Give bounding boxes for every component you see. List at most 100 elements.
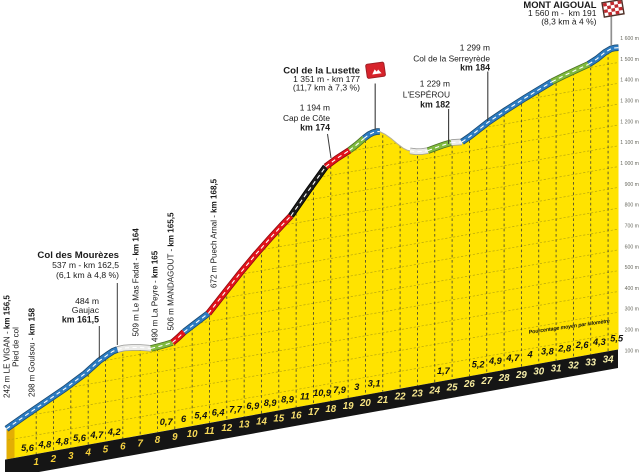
svg-text:11: 11 <box>204 426 214 437</box>
svg-text:4,3: 4,3 <box>592 337 606 347</box>
svg-text:500 m: 500 m <box>625 265 639 271</box>
svg-text:Col de la Lusette: Col de la Lusette <box>283 65 360 76</box>
svg-text:1 100 m: 1 100 m <box>620 140 639 146</box>
svg-text:(8,3 km à 4 %): (8,3 km à 4 %) <box>541 17 596 27</box>
svg-text:12: 12 <box>221 423 232 434</box>
svg-text:13: 13 <box>239 420 250 431</box>
svg-text:25: 25 <box>446 382 458 393</box>
svg-text:1 300 m: 1 300 m <box>620 99 639 105</box>
svg-text:Col de la Serreyrède: Col de la Serreyrède <box>413 53 490 63</box>
svg-text:11: 11 <box>300 392 310 402</box>
svg-text:200 m: 200 m <box>625 328 639 334</box>
svg-text:23: 23 <box>411 389 423 400</box>
svg-text:7: 7 <box>138 438 144 449</box>
svg-text:1 299 m: 1 299 m <box>460 42 490 52</box>
svg-text:L'ESPÉROU: L'ESPÉROU <box>403 90 450 100</box>
svg-text:5,5: 5,5 <box>610 334 624 344</box>
svg-text:1 560 m - km 191: 1 560 m - km 191 <box>528 8 597 18</box>
svg-text:7,9: 7,9 <box>333 385 347 395</box>
svg-text:900 m: 900 m <box>625 182 639 188</box>
svg-text:3,8: 3,8 <box>541 347 555 357</box>
svg-text:(11,7 km à 7,3 %): (11,7 km à 7,3 %) <box>293 83 360 93</box>
svg-text:14: 14 <box>256 417 267 428</box>
svg-text:490 m La Peyre - km 165: 490 m La Peyre - km 165 <box>151 250 160 342</box>
svg-text:26: 26 <box>463 379 475 390</box>
svg-text:Gaujac: Gaujac <box>72 305 100 315</box>
svg-text:1: 1 <box>34 457 39 468</box>
svg-text:9: 9 <box>172 432 178 443</box>
svg-text:537 m - km 162,5: 537 m - km 162,5 <box>52 260 119 270</box>
svg-text:31: 31 <box>551 364 562 375</box>
svg-text:17: 17 <box>308 407 319 418</box>
svg-text:4,8: 4,8 <box>38 440 53 450</box>
svg-text:8: 8 <box>155 435 161 446</box>
svg-text:509 m Le Mas Fadat - km 164: 509 m Le Mas Fadat - km 164 <box>132 228 141 337</box>
svg-text:506 m MANDAGOUT - km 165,5: 506 m MANDAGOUT - km 165,5 <box>167 212 176 330</box>
svg-text:15: 15 <box>273 413 284 424</box>
svg-text:8,9: 8,9 <box>264 398 278 408</box>
svg-text:1,7: 1,7 <box>437 366 451 376</box>
svg-text:1 500 m: 1 500 m <box>620 57 639 63</box>
svg-text:34: 34 <box>603 354 614 365</box>
svg-text:4: 4 <box>85 448 92 459</box>
svg-text:1 400 m: 1 400 m <box>620 78 639 84</box>
svg-text:1 000 m: 1 000 m <box>620 161 639 167</box>
svg-text:Cap de Côte: Cap de Côte <box>283 113 330 123</box>
svg-text:400 m: 400 m <box>625 286 639 292</box>
svg-text:km 174: km 174 <box>300 122 330 132</box>
svg-text:6: 6 <box>120 441 126 452</box>
svg-text:2,8: 2,8 <box>557 343 572 353</box>
svg-text:2: 2 <box>50 454 57 465</box>
svg-text:100 m: 100 m <box>625 348 639 354</box>
svg-text:28: 28 <box>498 373 510 384</box>
svg-text:4,7: 4,7 <box>89 430 104 440</box>
svg-text:298 m Goulsou - km 158: 298 m Goulsou - km 158 <box>28 307 37 397</box>
svg-text:4,2: 4,2 <box>107 427 122 437</box>
svg-text:600 m: 600 m <box>625 244 639 250</box>
svg-text:4,9: 4,9 <box>488 356 503 366</box>
svg-text:21: 21 <box>376 395 388 406</box>
svg-text:Pied de col: Pied de col <box>12 327 21 367</box>
svg-text:3: 3 <box>68 451 74 462</box>
svg-text:3,1: 3,1 <box>368 379 381 389</box>
svg-text:32: 32 <box>568 361 579 372</box>
svg-text:1 600 m: 1 600 m <box>620 36 639 42</box>
svg-text:6,4: 6,4 <box>212 408 225 418</box>
svg-text:6,9: 6,9 <box>246 401 260 411</box>
svg-text:2,6: 2,6 <box>575 340 590 350</box>
svg-text:29: 29 <box>515 370 527 381</box>
svg-text:27: 27 <box>480 376 492 387</box>
svg-text:0,7: 0,7 <box>160 417 174 427</box>
svg-text:5,4: 5,4 <box>194 411 207 421</box>
svg-text:km 184: km 184 <box>460 63 490 73</box>
svg-text:33: 33 <box>585 357 596 368</box>
svg-text:10,9: 10,9 <box>313 388 332 398</box>
svg-text:800 m: 800 m <box>625 203 639 209</box>
svg-text:5,2: 5,2 <box>472 359 486 369</box>
svg-text:5,6: 5,6 <box>21 443 35 453</box>
svg-text:1 200 m: 1 200 m <box>620 119 639 125</box>
svg-text:1 194 m: 1 194 m <box>300 103 330 113</box>
svg-text:700 m: 700 m <box>625 224 639 230</box>
svg-text:7,7: 7,7 <box>229 404 243 414</box>
svg-text:5,6: 5,6 <box>73 433 87 443</box>
svg-text:Col des Mourèzes: Col des Mourèzes <box>37 250 119 261</box>
svg-text:18: 18 <box>325 404 336 415</box>
svg-text:10: 10 <box>187 429 198 440</box>
svg-text:4,8: 4,8 <box>55 436 70 446</box>
svg-text:6: 6 <box>181 414 187 424</box>
svg-text:5: 5 <box>103 445 109 456</box>
svg-text:km 161,5: km 161,5 <box>62 315 99 325</box>
svg-text:24: 24 <box>428 385 440 396</box>
svg-text:1 229 m: 1 229 m <box>420 79 450 89</box>
svg-text:1 351 m - km 177: 1 351 m - km 177 <box>293 74 360 84</box>
svg-text:8,9: 8,9 <box>281 395 295 405</box>
svg-text:30: 30 <box>533 367 544 378</box>
svg-text:20: 20 <box>359 398 371 409</box>
svg-text:(6,1 km à 4,8 %): (6,1 km à 4,8 %) <box>56 270 119 280</box>
svg-text:242 m LE VIGAN - km 156,5: 242 m LE VIGAN - km 156,5 <box>3 295 12 398</box>
svg-text:3: 3 <box>354 382 359 392</box>
svg-text:4,7: 4,7 <box>505 353 520 363</box>
svg-text:16: 16 <box>291 410 302 421</box>
svg-text:19: 19 <box>343 401 354 412</box>
